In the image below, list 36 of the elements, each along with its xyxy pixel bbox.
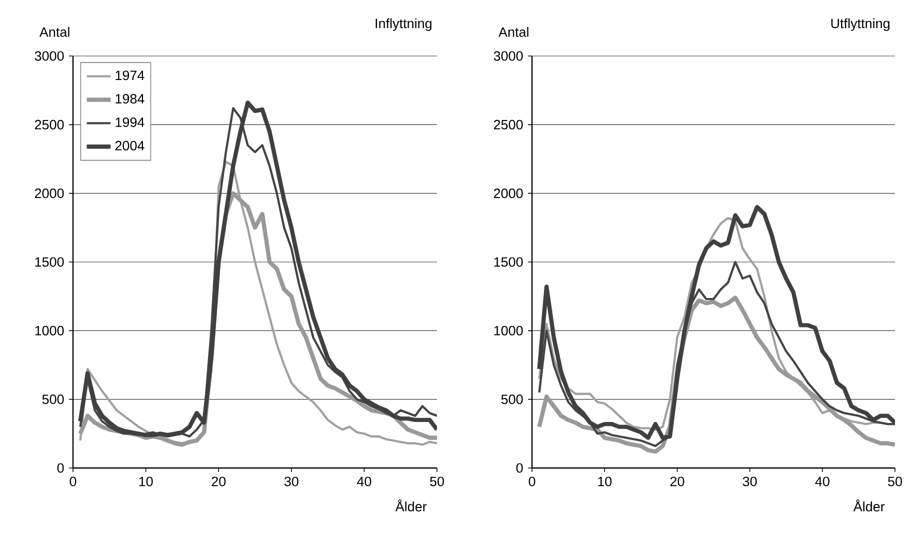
legend-label: 1974 [116, 70, 144, 80]
chart-title: Inflyttning [376, 18, 432, 31]
y-tick-label: 2000 [34, 188, 64, 198]
y-tick-label: 1500 [35, 257, 64, 267]
y-tick-label: 500 [42, 394, 64, 404]
y-tick-label: 1500 [494, 257, 523, 267]
legend-label: 1994 [116, 117, 144, 127]
y-tick-label: 1000 [35, 326, 64, 336]
x-tick-label: 10 [139, 476, 153, 486]
x-tick-label: 30 [284, 476, 298, 486]
x-tick-label: 0 [528, 476, 536, 486]
x-tick-label: 0 [70, 476, 76, 486]
x-tick-label: 50 [888, 476, 902, 486]
y-axis-title: Antal [498, 26, 528, 37]
x-axis-title: Ålder [395, 499, 427, 512]
x-tick-label: 10 [598, 476, 612, 486]
chart-title: Utflyttning [831, 18, 890, 31]
x-tick-label: 40 [815, 476, 830, 486]
y-tick-label: 0 [57, 463, 64, 473]
y-tick-label: 500 [501, 394, 523, 404]
y-tick-label: 3000 [34, 51, 64, 61]
y-tick-label: 1000 [494, 326, 523, 336]
legend-label: 1984 [116, 94, 144, 104]
legend-label: 2004 [115, 140, 144, 150]
y-tick-label: 0 [516, 463, 523, 473]
y-tick-label: 2000 [494, 188, 523, 198]
x-tick-label: 20 [670, 476, 684, 486]
x-axis-title: Ålder [853, 499, 885, 512]
x-tick-label: 30 [742, 476, 757, 486]
x-tick-label: 40 [357, 476, 372, 486]
y-tick-label: 2500 [494, 120, 523, 130]
y-axis-title: Antal [39, 26, 70, 37]
y-tick-label: 2500 [34, 120, 64, 130]
x-tick-label: 20 [212, 476, 226, 486]
y-tick-label: 3000 [494, 51, 523, 61]
x-tick-label: 50 [430, 476, 444, 486]
